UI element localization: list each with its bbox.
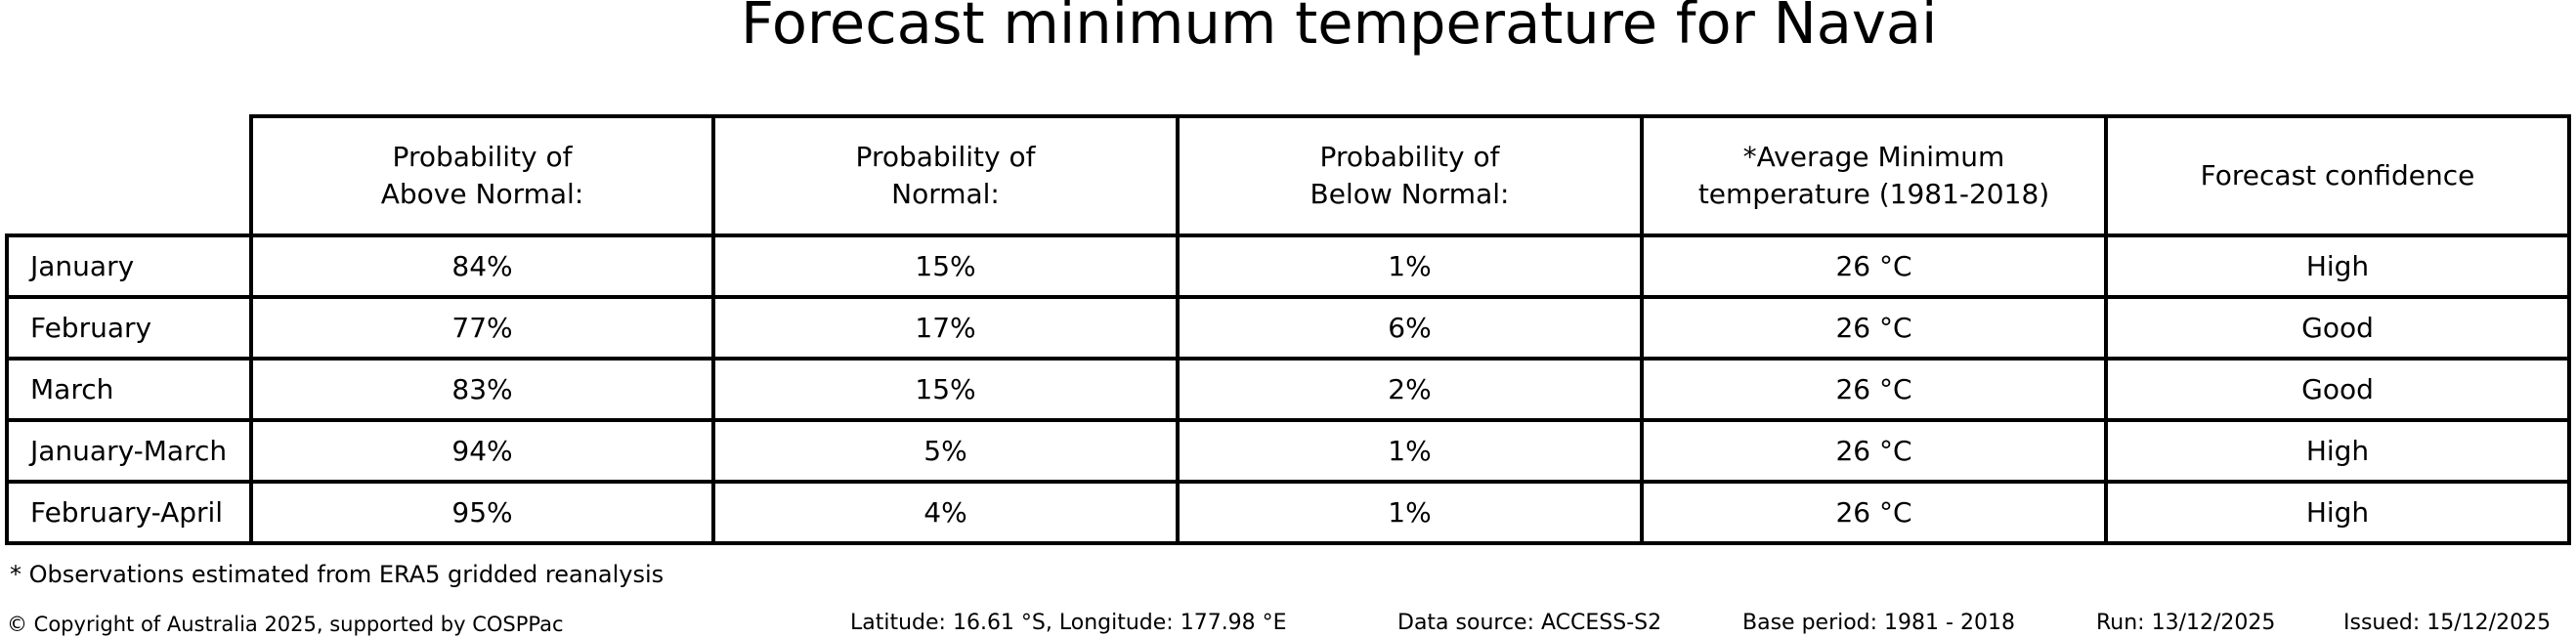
normal-value: 15% <box>711 234 1180 299</box>
above-normal-value: 94% <box>249 418 715 484</box>
header-above-normal: Probability of Above Normal: <box>249 114 715 237</box>
issued-date-text: Issued: 15/12/2025 <box>2343 611 2552 635</box>
table-row: January 84% 15% 1% 26 °C High <box>5 234 2571 299</box>
period-label: March <box>5 357 253 422</box>
above-normal-value: 83% <box>249 357 715 422</box>
period-label: January <box>5 234 253 299</box>
avg-min-temp-value: 26 °C <box>1640 234 2108 299</box>
data-source-text: Data source: ACCESS-S2 <box>1397 611 1662 635</box>
header-average-min-temp: *Average Minimum temperature (1981-2018) <box>1640 114 2108 237</box>
confidence-value: High <box>2104 480 2571 545</box>
copyright-text: © Copyright of Australia 2025, supported… <box>7 613 564 636</box>
normal-value: 17% <box>711 295 1180 361</box>
above-normal-value: 84% <box>249 234 715 299</box>
run-date-text: Run: 13/12/2025 <box>2096 611 2276 635</box>
period-label: February <box>5 295 253 361</box>
normal-value: 4% <box>711 480 1180 545</box>
confidence-value: High <box>2104 234 2571 299</box>
observations-footnote: * Observations estimated from ERA5 gridd… <box>10 561 665 588</box>
below-normal-value: 1% <box>1176 480 1644 545</box>
forecast-table: Probability of Above Normal: Probability… <box>5 114 2571 545</box>
corner-blank-cell <box>7 116 253 237</box>
table-row: March 83% 15% 2% 26 °C Good <box>5 357 2571 422</box>
table-row: February 77% 17% 6% 26 °C Good <box>5 295 2571 361</box>
table-row: January-March 94% 5% 1% 26 °C High <box>5 418 2571 484</box>
below-normal-value: 1% <box>1176 418 1644 484</box>
page-title: Forecast minimum temperature for Navai <box>741 0 1938 57</box>
table-row: February-April 95% 4% 1% 26 °C High <box>5 480 2571 545</box>
avg-min-temp-value: 26 °C <box>1640 295 2108 361</box>
below-normal-value: 6% <box>1176 295 1644 361</box>
avg-min-temp-value: 26 °C <box>1640 480 2108 545</box>
period-label: February-April <box>5 480 253 545</box>
header-row: Probability of Above Normal: Probability… <box>7 114 2571 237</box>
header-forecast-confidence: Forecast confidence <box>2104 114 2571 237</box>
base-period-text: Base period: 1981 - 2018 <box>1742 611 2015 635</box>
header-below-normal: Probability of Below Normal: <box>1176 114 1644 237</box>
header-normal: Probability of Normal: <box>711 114 1180 237</box>
confidence-value: High <box>2104 418 2571 484</box>
avg-min-temp-value: 26 °C <box>1640 418 2108 484</box>
avg-min-temp-value: 26 °C <box>1640 357 2108 422</box>
confidence-value: Good <box>2104 295 2571 361</box>
confidence-value: Good <box>2104 357 2571 422</box>
above-normal-value: 77% <box>249 295 715 361</box>
below-normal-value: 2% <box>1176 357 1644 422</box>
normal-value: 15% <box>711 357 1180 422</box>
below-normal-value: 1% <box>1176 234 1644 299</box>
period-label: January-March <box>5 418 253 484</box>
above-normal-value: 95% <box>249 480 715 545</box>
normal-value: 5% <box>711 418 1180 484</box>
location-text: Latitude: 16.61 °S, Longitude: 177.98 °E <box>850 611 1287 635</box>
